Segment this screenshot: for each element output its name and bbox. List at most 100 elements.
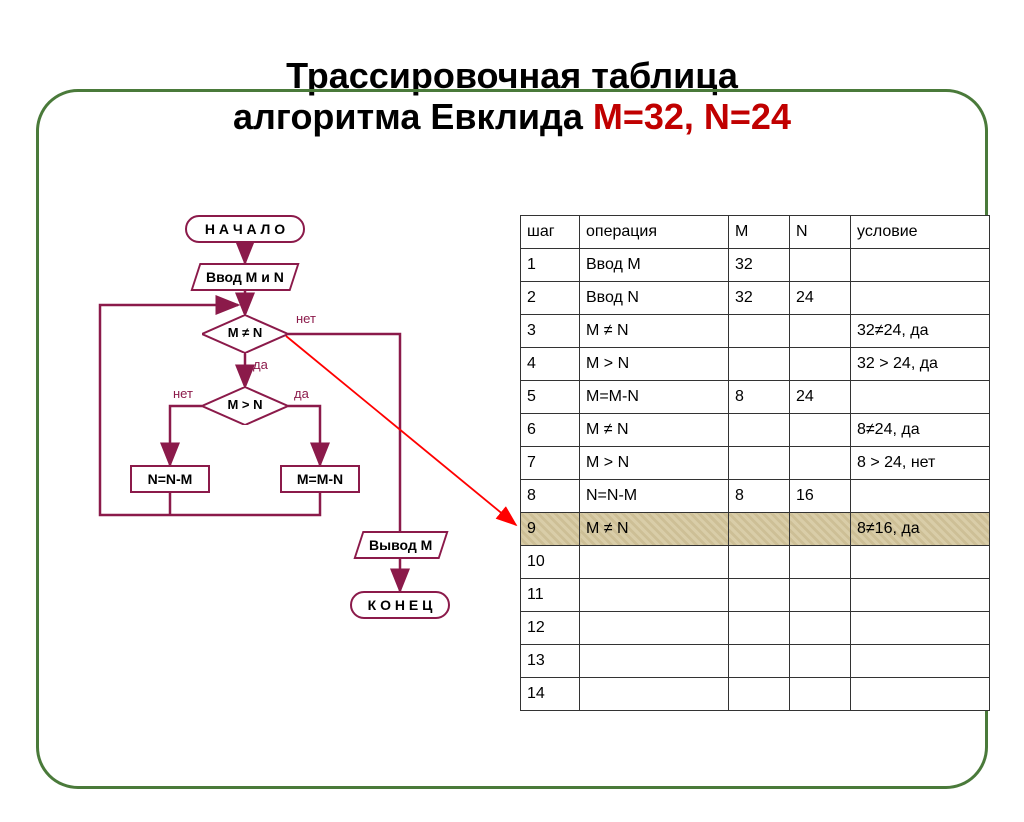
cell-cond — [851, 678, 990, 711]
cell-n — [790, 249, 851, 282]
cell-cond: 8≠24, да — [851, 414, 990, 447]
cell-n — [790, 513, 851, 546]
flow-dec1-label: M ≠ N — [202, 325, 288, 340]
flowchart-arrows — [70, 215, 520, 655]
flow-start-label: Н А Ч А Л О — [205, 221, 285, 237]
cell-step: 1 — [521, 249, 580, 282]
cell-step: 10 — [521, 546, 580, 579]
flow-mmn: M=M-N — [280, 465, 360, 493]
cell-m — [729, 678, 790, 711]
flow-dec1: M ≠ N — [202, 315, 288, 353]
cell-cond — [851, 546, 990, 579]
flow-end-label: К О Н Е Ц — [368, 597, 433, 613]
flow-input-label: Ввод M и N — [206, 269, 284, 285]
cell-step: 7 — [521, 447, 580, 480]
cell-cond: 8 > 24, нет — [851, 447, 990, 480]
cell-m: 32 — [729, 249, 790, 282]
dec2-no-label: нет — [173, 386, 193, 401]
cell-cond: 32 > 24, да — [851, 348, 990, 381]
flow-start: Н А Ч А Л О — [185, 215, 305, 243]
table-row: 4M > N32 > 24, да — [521, 348, 990, 381]
cell-m — [729, 513, 790, 546]
flow-output-label: Вывод M — [369, 537, 432, 553]
cell-cond — [851, 381, 990, 414]
cell-n — [790, 546, 851, 579]
cell-step: 6 — [521, 414, 580, 447]
flow-nnm-label: N=N-M — [148, 471, 193, 487]
cell-m — [729, 315, 790, 348]
dec2-yes-label: да — [294, 386, 309, 401]
cell-m — [729, 645, 790, 678]
flow-mmn-label: M=M-N — [297, 471, 343, 487]
cell-step: 2 — [521, 282, 580, 315]
cell-cond — [851, 480, 990, 513]
cell-step: 5 — [521, 381, 580, 414]
cell-n: 16 — [790, 480, 851, 513]
trace-table: шаг операция M N условие 1Ввод M322Ввод … — [520, 215, 990, 711]
cell-op — [580, 546, 729, 579]
cell-m — [729, 414, 790, 447]
table-row: 3M ≠ N 32≠24, да — [521, 315, 990, 348]
table-row: 5M=M-N824 — [521, 381, 990, 414]
table-body: 1Ввод M322Ввод N32243M ≠ N32≠24, да4M > … — [521, 249, 990, 711]
table-row: 13 — [521, 645, 990, 678]
cell-op: Ввод M — [580, 249, 729, 282]
cell-op: M=M-N — [580, 381, 729, 414]
flow-dec2-label: M > N — [202, 397, 288, 412]
table-row: 6M ≠ N 8≠24, да — [521, 414, 990, 447]
flowchart: Н А Ч А Л О Ввод M и N M ≠ N нет да M > … — [70, 215, 520, 655]
cell-op: Ввод N — [580, 282, 729, 315]
cell-cond: 32≠24, да — [851, 315, 990, 348]
cell-cond: 8≠16, да — [851, 513, 990, 546]
cell-op: M ≠ N — [580, 315, 729, 348]
table-row: 7M > N 8 > 24, нет — [521, 447, 990, 480]
dec1-no-label: нет — [296, 311, 316, 326]
cell-cond — [851, 249, 990, 282]
flow-dec2: M > N — [202, 387, 288, 425]
table-row: 11 — [521, 579, 990, 612]
table-row: 12 — [521, 612, 990, 645]
cell-op — [580, 645, 729, 678]
cell-n — [790, 348, 851, 381]
th-cond: условие — [851, 216, 990, 249]
flow-end: К О Н Е Ц — [350, 591, 450, 619]
cell-op: M ≠ N — [580, 513, 729, 546]
cell-n — [790, 678, 851, 711]
th-n: N — [790, 216, 851, 249]
table-row: 14 — [521, 678, 990, 711]
table-row: 9M ≠ N8≠16, да — [521, 513, 990, 546]
cell-cond — [851, 612, 990, 645]
cell-op: M > N — [580, 447, 729, 480]
cell-op — [580, 612, 729, 645]
cell-m — [729, 579, 790, 612]
table-row: 1Ввод M32 — [521, 249, 990, 282]
cell-m — [729, 348, 790, 381]
cell-n — [790, 414, 851, 447]
cell-cond — [851, 579, 990, 612]
cell-m: 32 — [729, 282, 790, 315]
table-row: 10 — [521, 546, 990, 579]
cell-step: 4 — [521, 348, 580, 381]
cell-n: 24 — [790, 282, 851, 315]
cell-step: 13 — [521, 645, 580, 678]
cell-n — [790, 645, 851, 678]
cell-op: N=N-M — [580, 480, 729, 513]
cell-n — [790, 447, 851, 480]
th-step: шаг — [521, 216, 580, 249]
cell-step: 12 — [521, 612, 580, 645]
cell-step: 11 — [521, 579, 580, 612]
cell-n — [790, 315, 851, 348]
cell-n — [790, 579, 851, 612]
th-m: M — [729, 216, 790, 249]
cell-m: 8 — [729, 381, 790, 414]
cell-op — [580, 579, 729, 612]
dec1-yes-label: да — [253, 357, 268, 372]
cell-step: 8 — [521, 480, 580, 513]
cell-step: 3 — [521, 315, 580, 348]
cell-op: M ≠ N — [580, 414, 729, 447]
flow-input: Ввод M и N — [190, 263, 299, 291]
cell-n: 24 — [790, 381, 851, 414]
cell-cond — [851, 645, 990, 678]
th-op: операция — [580, 216, 729, 249]
cell-m: 8 — [729, 480, 790, 513]
